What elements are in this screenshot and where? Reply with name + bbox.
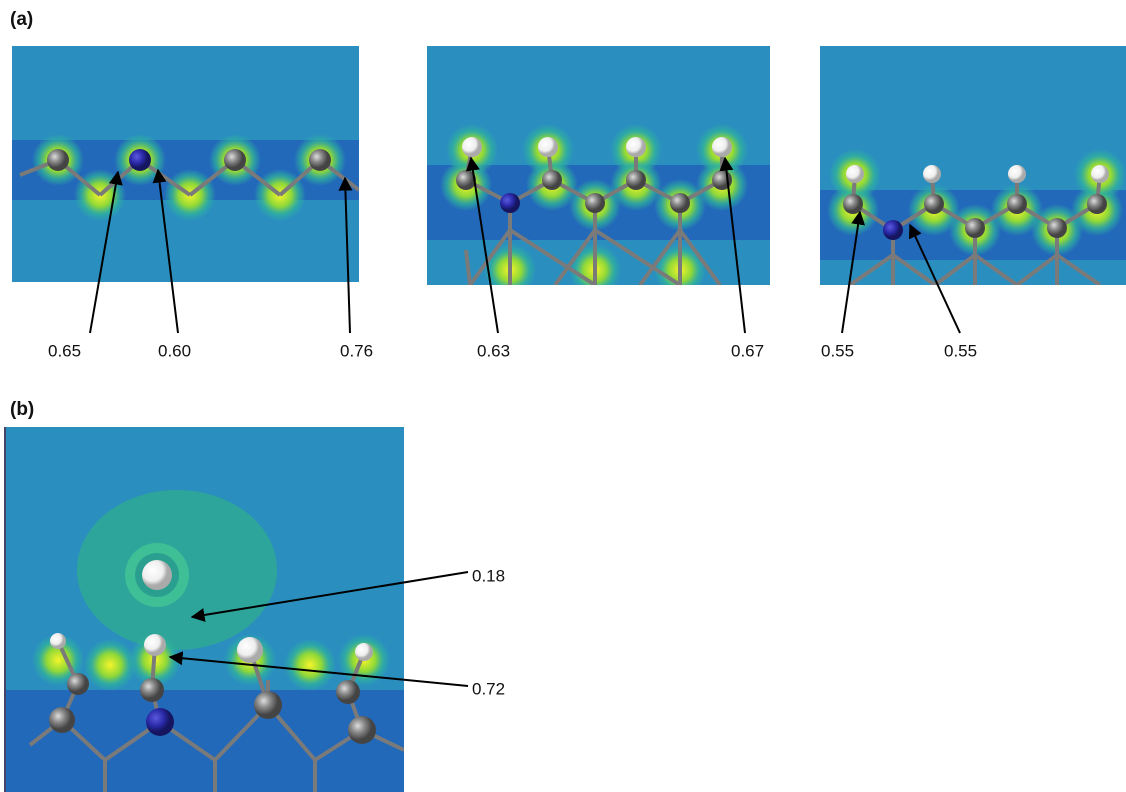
annotation-label: 0.55 <box>821 341 854 360</box>
gray-atom <box>965 218 985 238</box>
annotation-label: 0.18 <box>472 566 505 585</box>
contour-panel <box>12 46 359 282</box>
white-atom <box>142 560 172 590</box>
white-atom <box>846 165 864 183</box>
gray-atom <box>309 149 331 171</box>
gray-atom <box>1007 194 1027 214</box>
contour-panel <box>4 427 404 792</box>
blue-atom <box>500 193 520 213</box>
gray-atom <box>224 149 246 171</box>
white-atom <box>538 137 558 157</box>
gray-atom <box>140 678 164 702</box>
blue-atom <box>883 220 903 240</box>
annotation-label: 0.55 <box>944 341 977 360</box>
gray-atom <box>542 170 562 190</box>
white-atom <box>923 165 941 183</box>
white-atom <box>50 633 66 649</box>
gray-atom <box>843 194 863 214</box>
density-glow <box>284 639 336 691</box>
white-atom <box>1091 165 1109 183</box>
contour-panel <box>820 46 1126 285</box>
contour-panel <box>427 46 770 296</box>
gray-atom <box>1047 218 1067 238</box>
annotation-label: 0.60 <box>158 341 191 360</box>
density-glow <box>84 639 136 691</box>
gray-atom <box>585 193 605 213</box>
gray-atom <box>348 716 376 744</box>
annotation-label: 0.72 <box>472 679 505 698</box>
gray-atom <box>626 170 646 190</box>
gray-atom <box>1087 194 1107 214</box>
white-atom <box>1008 165 1026 183</box>
gray-atom <box>924 194 944 214</box>
blue-atom <box>146 708 174 736</box>
gray-atom <box>47 149 69 171</box>
blue-atom <box>129 149 151 171</box>
panel-label: (a) <box>10 9 33 30</box>
annotation-label: 0.76 <box>340 341 373 360</box>
white-atom <box>144 634 166 656</box>
white-atom <box>462 137 482 157</box>
white-atom <box>355 643 373 661</box>
annotation-label: 0.67 <box>731 341 764 360</box>
page: (a) (b) 0.65 0.60 0.76 0.63 0.67 0.55 0.55 0.18… <box>0 0 1126 792</box>
white-atom <box>712 137 732 157</box>
gray-atom <box>67 673 89 695</box>
white-atom <box>237 637 263 663</box>
gray-atom <box>336 680 360 704</box>
gray-atom <box>254 691 282 719</box>
annotation-label: 0.63 <box>477 341 510 360</box>
gray-atom <box>670 193 690 213</box>
panel-label: (b) <box>10 399 34 420</box>
figure: (a) (b) 0.65 0.60 0.76 0.63 0.67 0.55 0.55 0.18… <box>0 0 1126 792</box>
white-atom <box>626 137 646 157</box>
annotation-label: 0.65 <box>48 341 81 360</box>
gray-atom <box>49 707 75 733</box>
